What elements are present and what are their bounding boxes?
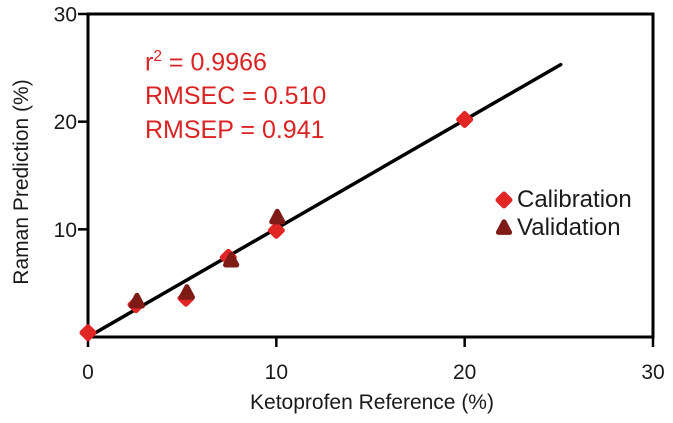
r-squared-text: r2 = 0.9966 [145,40,326,79]
y-axis-label: Raman Prediction (%) [10,79,33,285]
x-axis-label: Ketoprofen Reference (%) [250,391,494,414]
calibration-point [79,324,97,342]
calibration-point [267,221,285,239]
x-tick-label: 20 [453,361,476,384]
validation-point [269,208,286,225]
fit-line [86,62,563,339]
legend-item-validation: Validation [492,214,632,242]
legend-label-validation: Validation [517,214,621,241]
y-tick-label: 10 [54,219,77,242]
r-squared-base: r [145,48,154,77]
x-tick-label: 10 [265,361,288,384]
y-tick-label: 20 [54,111,77,134]
x-tick-label: 0 [82,361,94,384]
legend-item-calibration: Calibration [492,186,632,214]
validation-point [128,292,146,309]
legend: Calibration Validation [492,186,632,242]
validation-point [178,284,195,300]
x-tick-label: 30 [641,361,664,384]
rmsep-text: RMSEP = 0.941 [145,116,325,145]
validation-point [223,251,240,268]
legend-label-calibration: Calibration [517,186,632,213]
calibration-point [456,111,474,129]
r-squared-value: = 0.9966 [161,48,267,77]
calibration-marker-icon [495,191,513,209]
validation-marker-icon [495,219,513,235]
r-squared-sup: 2 [153,48,162,65]
rmsec-text: RMSEC = 0.510 [145,82,327,111]
axis-frame [86,12,655,339]
stats-annotation: r2 = 0.9966 RMSEC = 0.510 RMSEP = 0.941 [145,40,326,147]
y-tick-label: 30 [54,4,77,27]
